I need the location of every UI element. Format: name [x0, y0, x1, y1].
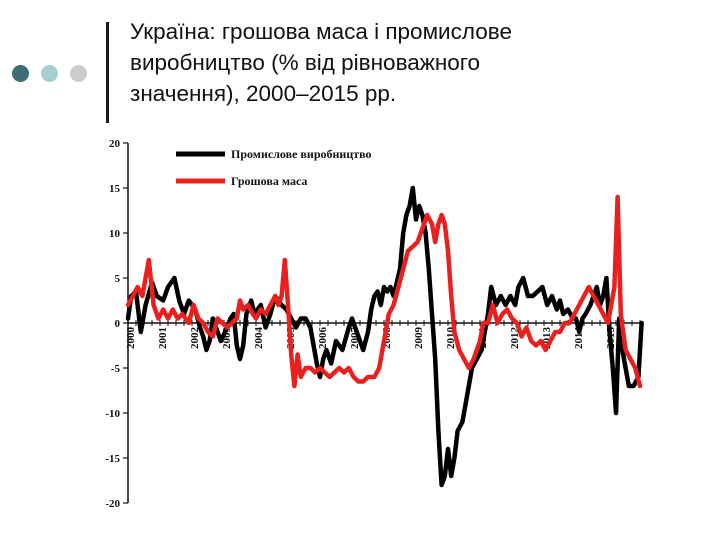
slide-title: Україна: грошова маса і промислове вироб… — [130, 16, 690, 109]
y-tick-label: -20 — [105, 498, 120, 510]
x-tick-label: 2004 — [253, 327, 265, 350]
legend-label: Грошова маса — [231, 174, 307, 188]
x-tick-label: 2002 — [189, 327, 201, 350]
x-tick-label: 2009 — [413, 327, 425, 350]
series-layer — [125, 185, 644, 488]
y-tick-label: -10 — [105, 408, 120, 420]
y-tick-label: -5 — [111, 363, 121, 375]
legend-label: Промислове виробництво — [231, 147, 372, 161]
x-tick-label: 2001 — [157, 327, 169, 349]
slide-title-line-2: виробництво (% від рівноважного — [130, 50, 481, 75]
y-tick-label: 20 — [109, 138, 121, 150]
y-tick-label: -15 — [105, 453, 120, 465]
x-tick-label: 2006 — [317, 327, 329, 350]
chart-legend: Промислове виробництво Грошова маса — [176, 147, 372, 188]
decor-dot-teal — [12, 65, 29, 82]
x-tick-label: 2014 — [573, 327, 585, 350]
decor-dot-grey — [70, 65, 87, 82]
y-tick-label: 10 — [109, 228, 121, 240]
y-tick-label: 5 — [115, 273, 121, 285]
y-tick-label: 15 — [109, 183, 121, 195]
decor-dot-light-teal — [41, 65, 58, 82]
slide-title-line-1: Україна: грошова маса і промислове — [130, 19, 512, 44]
series-line-money-supply — [125, 194, 643, 389]
y-tick-label: 0 — [115, 318, 121, 330]
title-divider — [106, 22, 109, 123]
slide-title-line-3: значення), 2000–2015 рр. — [130, 81, 397, 106]
x-tick-label: 2000 — [125, 327, 137, 350]
